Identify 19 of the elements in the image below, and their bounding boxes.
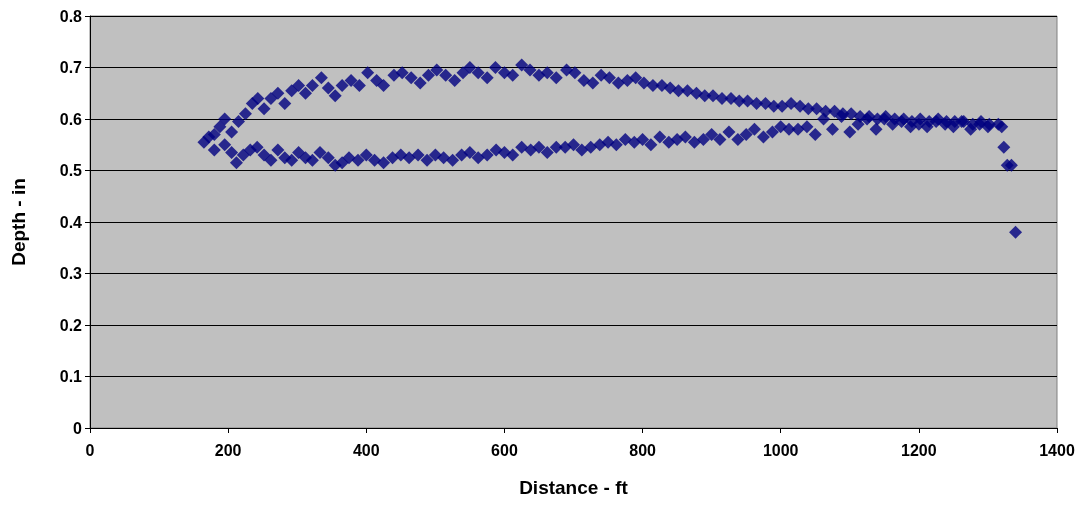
y-tick-label: 0.3 [59,265,83,282]
x-tick-label: 800 [629,441,657,459]
y-tick-label: 0.2 [59,316,83,334]
y-axis-title: Depth - in [8,178,29,266]
x-tick-label: 1000 [762,441,799,459]
y-tick-label: 0.7 [59,59,83,76]
x-tick-label: 0 [85,441,95,459]
x-tick-label: 200 [214,441,242,459]
y-tick-label: 0.8 [59,7,83,25]
x-tick-label: 600 [491,441,518,459]
y-tick-label: 0.5 [59,162,83,179]
x-tick-label: 400 [352,441,380,459]
x-tick-label: 1200 [901,441,937,459]
y-tick-label: 0.6 [59,110,83,128]
x-tick-label: 1400 [1039,441,1075,459]
y-tick-label: 0.1 [59,368,83,385]
y-tick-label: 0 [73,419,83,437]
y-tick-label: 0.4 [59,213,83,231]
x-axis-title: Distance - ft [519,477,629,498]
